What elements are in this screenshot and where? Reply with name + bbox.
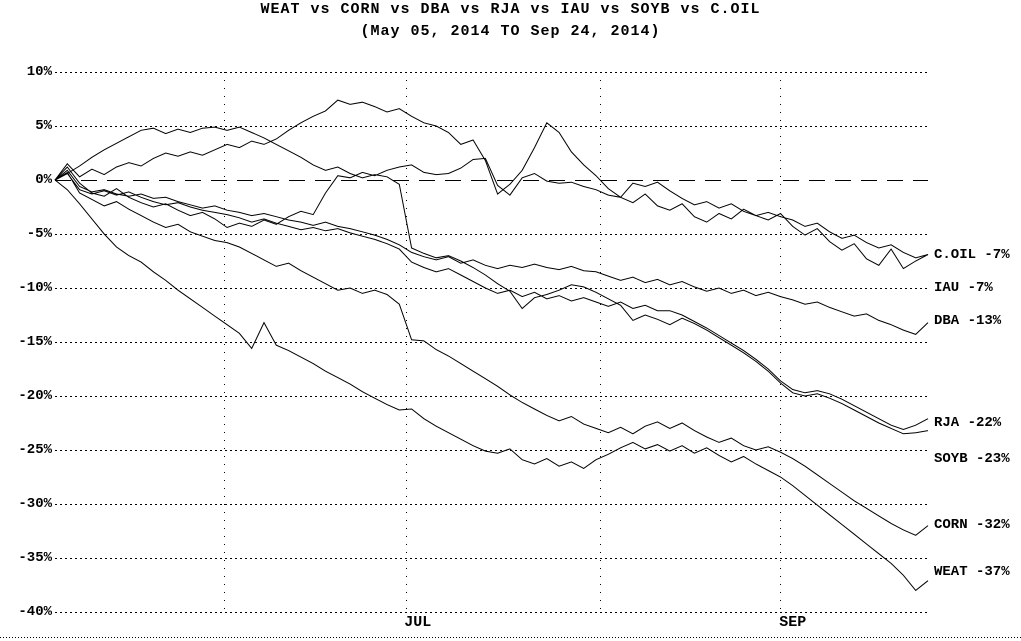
y-axis-tick-label: -25% bbox=[18, 442, 52, 458]
series-line-DBA bbox=[54, 169, 929, 335]
series-line-C.OIL bbox=[54, 99, 929, 270]
y-axis-tick-label: 10% bbox=[26, 64, 52, 80]
series-line-WEAT bbox=[54, 179, 929, 592]
y-axis-tick-label: 0% bbox=[35, 172, 52, 188]
series-end-label-SOYB: SOYB -23% bbox=[934, 450, 1010, 467]
y-axis-tick-label: 5% bbox=[35, 118, 52, 134]
chart-title: WEAT vs CORN vs DBA vs RJA vs IAU vs SOY… bbox=[260, 1, 761, 18]
series-line-RJA bbox=[54, 172, 929, 431]
y-axis-tick-label: -10% bbox=[18, 280, 52, 296]
y-axis-tick-label: -30% bbox=[18, 496, 52, 512]
series-end-label-C.OIL: C.OIL -7% bbox=[934, 246, 1010, 263]
y-axis-tick-label: -20% bbox=[18, 388, 52, 404]
series-end-label-CORN: CORN -32% bbox=[934, 516, 1010, 533]
chart-subtitle: (May 05, 2014 TO Sep 24, 2014) bbox=[360, 23, 661, 40]
series-line-CORN bbox=[54, 171, 929, 536]
y-axis-tick-label: -40% bbox=[18, 604, 52, 620]
series-line-IAU bbox=[54, 157, 929, 259]
series-end-label-IAU: IAU -7% bbox=[934, 280, 993, 296]
series-end-label-RJA: RJA -22% bbox=[934, 415, 1002, 431]
series-line-SOYB bbox=[54, 126, 929, 435]
y-axis-tick-label: -15% bbox=[18, 334, 52, 350]
series-end-label-WEAT: WEAT -37% bbox=[934, 564, 1010, 581]
x-axis-month-label-jul: JUL bbox=[404, 614, 432, 631]
y-axis-tick-label: -35% bbox=[18, 550, 52, 566]
series-end-label-DBA: DBA -13% bbox=[934, 313, 1002, 330]
y-axis-tick-label: -5% bbox=[26, 226, 52, 242]
x-axis-month-label-sep: SEP bbox=[779, 614, 807, 631]
